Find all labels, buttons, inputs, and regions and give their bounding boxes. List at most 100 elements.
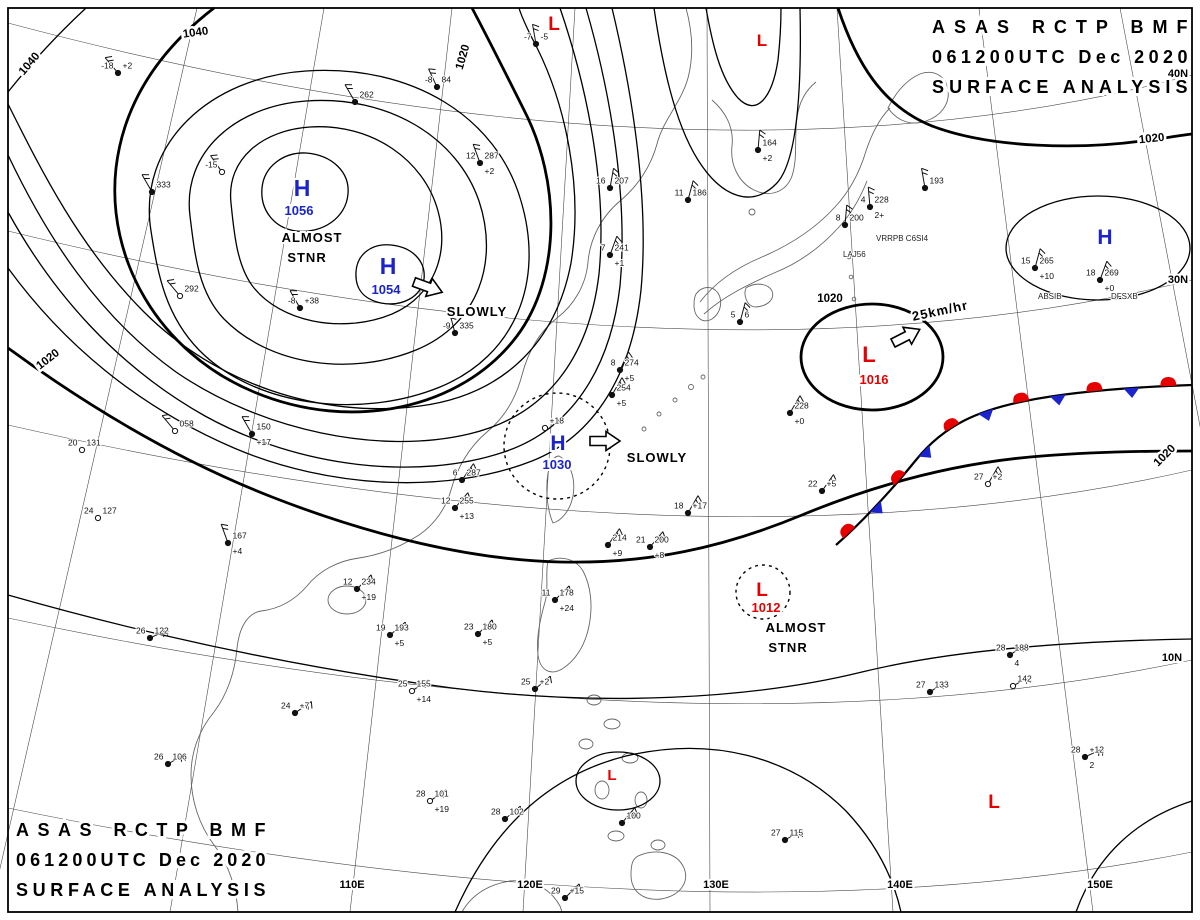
- pressure-value: 1012: [752, 600, 781, 615]
- wind-barb-feather: [744, 302, 751, 309]
- wind-barb-feather: [488, 622, 491, 629]
- station-circle: [618, 819, 626, 827]
- wind-barb: [456, 492, 469, 507]
- isobar-label: 1040: [17, 50, 43, 77]
- isobar: [355, 244, 425, 305]
- station-value: 8: [836, 213, 841, 223]
- station-value: 200: [655, 535, 669, 545]
- station-plot: 16 207: [595, 167, 630, 192]
- station-value: 11: [675, 188, 684, 198]
- isobar-label: 1020: [1152, 443, 1179, 470]
- station-circle: [114, 69, 122, 77]
- station-circle: [476, 159, 484, 167]
- station-value: -18: [101, 61, 114, 71]
- isobar-1020-northeast: [836, 7, 1193, 148]
- motion-label: ALMOST: [282, 230, 343, 245]
- station-circle: [1081, 753, 1089, 761]
- station-circle: [646, 543, 654, 551]
- wind-barb: [289, 290, 299, 306]
- station-plot: 21 200 +8: [635, 531, 670, 561]
- coastline-ryukyu-island: [700, 374, 706, 380]
- isobar: [148, 69, 530, 406]
- wind-barb: [1087, 748, 1104, 757]
- stationary-front: [835, 376, 1193, 546]
- station-plot: -8 84: [424, 68, 452, 91]
- wind-barb: [1012, 643, 1027, 654]
- warm-front-semicircle-icon: [943, 418, 960, 432]
- isobar-high-oval: [1005, 195, 1191, 301]
- wind-barb: [757, 130, 761, 148]
- station-value: 25: [398, 679, 408, 689]
- coastline-hainan: [327, 585, 367, 615]
- coastline-honshu-north: [699, 107, 891, 303]
- motion-label: SLOWLY: [627, 450, 687, 465]
- station-value: 102: [510, 807, 524, 817]
- wind-barb-feather: [169, 282, 176, 285]
- station-plot: -9 335: [442, 313, 475, 337]
- map-border: [7, 7, 1193, 913]
- station-circle: [984, 480, 992, 488]
- isobar: [7, 7, 576, 410]
- isobar-label: 1020: [817, 293, 843, 305]
- title-line-1: ASAS RCTP BMF: [16, 820, 266, 840]
- motion-label: ALMOST: [766, 620, 827, 635]
- station-value: 28: [416, 789, 426, 799]
- station-value: 167: [233, 531, 247, 541]
- station-plot: 18 +17: [673, 495, 708, 517]
- station-value: +19: [435, 804, 450, 814]
- isobar: [188, 99, 488, 365]
- station-value: 18: [1086, 268, 1096, 278]
- wind-barb-feather: [464, 495, 468, 502]
- wind-barb-feather: [1025, 643, 1028, 651]
- station-value: 100: [627, 811, 641, 821]
- motion-label: SLOWLY: [447, 304, 507, 319]
- wind-barb: [414, 679, 429, 690]
- wind-barb-feather: [575, 886, 578, 893]
- station-value: +5: [625, 373, 635, 383]
- pressure-system-H-1054: H 1054 SLOWLY: [370, 251, 509, 321]
- wind-barb-feather: [1039, 248, 1046, 255]
- station-circle: [531, 685, 539, 693]
- station-value: +2: [540, 677, 550, 687]
- station-value: -9: [443, 321, 451, 331]
- coastline-ryukyu-island: [641, 426, 647, 432]
- station-plot: 27 115: [770, 827, 804, 844]
- wind-barb-feather: [759, 129, 766, 135]
- parallel-line: [7, 22, 1193, 131]
- isobar-label: 1020: [1138, 132, 1165, 147]
- coastline-izu-island: [848, 274, 854, 280]
- wind-barb-feather: [430, 72, 437, 74]
- station-value: 12: [466, 151, 476, 161]
- wind-barb: [532, 24, 536, 42]
- pressure-value: 1056: [285, 203, 314, 218]
- station-value: 6: [453, 468, 458, 478]
- isobar-1020-low-oval: [799, 302, 945, 412]
- wind-barb: [506, 805, 521, 818]
- meridian-line: [0, 7, 198, 870]
- isobar: [229, 126, 443, 325]
- station-value: -8: [425, 75, 433, 85]
- isobar-trough: [705, 7, 782, 107]
- station-value: 27: [974, 472, 984, 482]
- wind-barb: [463, 463, 474, 478]
- wind-barb-feather: [491, 619, 495, 627]
- wind-barb-feather: [533, 28, 539, 32]
- station-value: 234: [362, 577, 376, 587]
- meridian-line: [169, 7, 325, 913]
- wind-barb-feather: [467, 492, 471, 500]
- station-plot: 27 +2: [973, 466, 1003, 488]
- station-circle: [296, 304, 304, 312]
- wind-barb-feather: [626, 355, 631, 361]
- station-value: +9: [613, 548, 623, 558]
- station-plot: 164 +2: [754, 129, 778, 164]
- wind-barb: [610, 168, 614, 186]
- station-plot: 12 287 +2: [465, 143, 500, 177]
- station-value: +5: [617, 398, 627, 408]
- wind-barb-feather: [163, 631, 165, 638]
- station-plot: 12 234 +19: [342, 574, 377, 603]
- station-plot: 24 127: [83, 505, 118, 522]
- wind-barb-feather: [868, 186, 875, 191]
- station-value: 25: [521, 677, 531, 687]
- station-plot: 28 +12 2: [1070, 744, 1105, 772]
